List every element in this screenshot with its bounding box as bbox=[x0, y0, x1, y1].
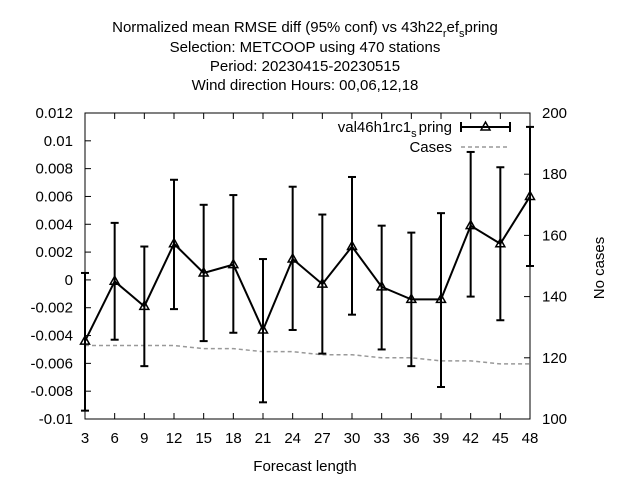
y-tick-label: -0.006 bbox=[30, 355, 73, 372]
data-point bbox=[227, 258, 240, 269]
x-tick-label: 9 bbox=[140, 430, 148, 447]
y-tick-label: -0.004 bbox=[30, 328, 73, 345]
legend-series-marker bbox=[479, 120, 492, 131]
x-tick-label: 3 bbox=[81, 430, 89, 447]
y2-axis-label: No cases bbox=[591, 237, 608, 300]
y-tick-label: -0.002 bbox=[30, 300, 73, 317]
x-tick-label: 15 bbox=[195, 430, 212, 447]
plot-frame bbox=[84, 112, 531, 420]
y-tick-label: 0 bbox=[65, 272, 73, 289]
x-tick-label: 30 bbox=[344, 430, 361, 447]
title-line-1: Normalized mean RMSE diff (95% conf) vs … bbox=[112, 19, 498, 40]
y2-tick-label: 100 bbox=[542, 411, 567, 428]
title-line-4: Wind direction Hours: 00,06,12,18 bbox=[192, 77, 419, 94]
data-point bbox=[316, 277, 329, 288]
y-tick-label: 0.006 bbox=[35, 188, 73, 205]
x-tick-label: 27 bbox=[314, 430, 331, 447]
x-tick-label: 6 bbox=[110, 430, 118, 447]
x-tick-label: 39 bbox=[433, 430, 450, 447]
data-point bbox=[138, 299, 151, 311]
data-point bbox=[168, 237, 180, 248]
x-tick-label: 48 bbox=[522, 430, 539, 447]
x-tick-label: 18 bbox=[225, 430, 242, 447]
title-line-3: Period: 20230415-20230515 bbox=[210, 58, 400, 75]
y-tick-label: 0.008 bbox=[35, 161, 73, 178]
x-tick-label: 12 bbox=[166, 430, 183, 447]
x-tick-label: 36 bbox=[403, 430, 420, 447]
y2-tick-label: 120 bbox=[542, 350, 567, 367]
y2-tick-label: 180 bbox=[542, 166, 567, 183]
x-tick-label: 21 bbox=[255, 430, 272, 447]
data-point bbox=[286, 252, 299, 263]
legend: val46h1rc1s pring Cases bbox=[338, 119, 511, 156]
data-point bbox=[494, 237, 507, 248]
y2-tick-label: 200 bbox=[542, 105, 567, 122]
legend-series-label: val46h1rc1s pring bbox=[338, 119, 452, 140]
x-axis-label: Forecast length bbox=[253, 458, 356, 475]
x-tick-label: 42 bbox=[462, 430, 479, 447]
data-point bbox=[108, 274, 121, 286]
data-point bbox=[375, 280, 388, 291]
y-tick-label: -0.01 bbox=[39, 411, 73, 428]
cases-line bbox=[85, 344, 530, 365]
data-point bbox=[197, 266, 210, 277]
x-tick-label: 24 bbox=[284, 430, 301, 447]
data-point bbox=[464, 219, 477, 230]
legend-cases-label: Cases bbox=[409, 139, 452, 156]
y-tick-label: -0.008 bbox=[30, 383, 73, 400]
data-point bbox=[435, 292, 447, 304]
series-line bbox=[84, 195, 531, 342]
data-point bbox=[405, 292, 418, 304]
chart-title: Normalized mean RMSE diff (95% conf) vs … bbox=[112, 19, 498, 94]
y-tick-label: 0.01 bbox=[44, 133, 73, 150]
x-tick-label: 33 bbox=[373, 430, 390, 447]
y2-tick-label: 160 bbox=[542, 227, 567, 244]
y2-tick-label: 140 bbox=[542, 289, 567, 306]
y-tick-label: 0.002 bbox=[35, 244, 73, 261]
y-tick-label: 0.012 bbox=[35, 105, 73, 122]
y-tick-label: 0.004 bbox=[35, 216, 73, 233]
data-point bbox=[257, 323, 269, 334]
title-line-2: Selection: METCOOP using 470 stations bbox=[170, 39, 441, 56]
data-point bbox=[346, 239, 358, 251]
x-tick-label: 45 bbox=[492, 430, 509, 447]
